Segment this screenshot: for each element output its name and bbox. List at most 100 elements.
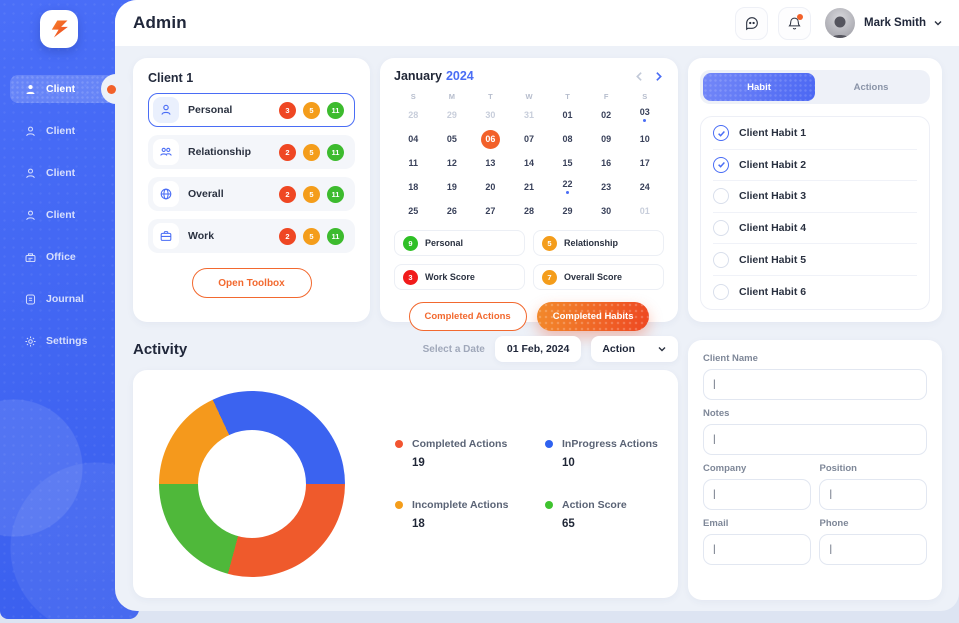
calendar-day[interactable]: 17 xyxy=(639,157,650,168)
calendar-day[interactable]: 28 xyxy=(523,205,534,216)
score-badge: 5 xyxy=(542,235,557,251)
habit-checkbox[interactable] xyxy=(713,220,729,237)
calendar-day[interactable]: 12 xyxy=(446,157,457,168)
calendar-day[interactable]: 10 xyxy=(639,133,650,144)
open-toolbox-button[interactable]: Open Toolbox xyxy=(191,268,312,298)
habit-label: Client Habit 2 xyxy=(739,158,807,171)
habit-checkbox[interactable] xyxy=(713,251,729,268)
legend-label: InProgress Actions xyxy=(562,438,658,450)
habit-list: Client Habit 1 Client Habit 2 xyxy=(700,116,930,310)
calendar-day[interactable]: 13 xyxy=(485,157,496,168)
calendar-day[interactable]: 21 xyxy=(523,181,534,192)
event-dot xyxy=(566,191,570,194)
habit-item[interactable]: Client Habit 3 xyxy=(713,181,917,213)
client-row-relationship[interactable]: Relationship 2 5 11 xyxy=(148,135,355,169)
app-logo[interactable] xyxy=(40,10,78,48)
sidebar-item-label: Client xyxy=(46,209,76,221)
calendar-day[interactable]: 04 xyxy=(408,133,419,144)
day-header: S xyxy=(410,92,416,101)
notifications-button[interactable] xyxy=(778,6,811,40)
calendar-day[interactable]: 07 xyxy=(523,133,534,144)
calendar-day[interactable]: 08 xyxy=(562,133,573,144)
calendar-day[interactable]: 16 xyxy=(601,157,612,168)
habit-checkbox[interactable] xyxy=(713,125,729,142)
user-name: Mark Smith xyxy=(864,17,926,29)
habit-item[interactable]: Client Habit 6 xyxy=(713,276,917,308)
calendar-day[interactable]: 23 xyxy=(601,181,612,192)
calendar-day[interactable]: 06 xyxy=(471,127,510,151)
habit-checkbox[interactable] xyxy=(713,156,729,173)
habit-item[interactable]: Client Habit 1 xyxy=(713,118,917,150)
red-badge: 3 xyxy=(279,101,296,119)
calendar-day[interactable]: 30 xyxy=(485,109,496,120)
calendar-day[interactable]: 28 xyxy=(408,109,419,120)
prev-month-button[interactable] xyxy=(634,71,645,82)
calendar-day[interactable]: 18 xyxy=(408,181,419,192)
calendar-day[interactable]: 30 xyxy=(601,205,612,216)
calendar-day[interactable]: 09 xyxy=(601,133,612,144)
calendar-day[interactable]: 11 xyxy=(408,157,419,168)
calendar-day[interactable]: 31 xyxy=(523,109,534,120)
user-menu-toggle[interactable] xyxy=(933,18,943,28)
sidebar-item-journal[interactable]: Journal xyxy=(0,285,139,313)
avatar[interactable] xyxy=(825,8,855,38)
calendar-day[interactable]: 29 xyxy=(562,205,573,216)
calendar-day[interactable]: 05 xyxy=(446,133,457,144)
client-row-personal[interactable]: Personal 3 5 11 xyxy=(148,93,355,127)
habit-item[interactable]: Client Habit 2 xyxy=(713,150,917,182)
form-field: Email xyxy=(703,518,811,565)
legend-item: InProgress Actions 10 xyxy=(545,438,658,469)
sidebar-item-client-3[interactable]: Client xyxy=(0,159,139,187)
calendar-grid: 28 29 30 xyxy=(394,103,664,223)
sidebar-item-client-4[interactable]: Client xyxy=(0,201,139,229)
sidebar-item-office[interactable]: Office xyxy=(0,243,139,271)
habit-checkbox[interactable] xyxy=(713,283,729,300)
calendar-day[interactable]: 29 xyxy=(446,109,457,120)
sidebar-item-client-1[interactable]: Client xyxy=(10,75,115,103)
calendar-day[interactable]: 14 xyxy=(523,157,534,168)
sidebar-item-settings[interactable]: Settings xyxy=(0,327,139,355)
habit-item[interactable]: Client Habit 4 xyxy=(713,213,917,245)
client-row-work[interactable]: Work 2 5 11 xyxy=(148,219,355,253)
calendar-day[interactable]: 01 xyxy=(562,109,573,120)
calendar-day[interactable]: 25 xyxy=(408,205,419,216)
client-row-overall[interactable]: Overall 2 5 11 xyxy=(148,177,355,211)
sidebar-item-client-2[interactable]: Client xyxy=(0,117,139,145)
calendar-day[interactable]: 24 xyxy=(639,181,650,192)
activity-header: Activity Select a Date 01 Feb, 2024 Acti… xyxy=(133,336,678,362)
field-input[interactable] xyxy=(703,534,811,565)
field-input[interactable] xyxy=(703,479,811,510)
next-month-button[interactable] xyxy=(653,71,664,82)
tab-habit[interactable]: Habit xyxy=(703,73,815,101)
habit-item[interactable]: Client Habit 5 xyxy=(713,244,917,276)
field-input[interactable] xyxy=(819,479,927,510)
field-input[interactable] xyxy=(819,534,927,565)
day-header: F xyxy=(603,92,609,101)
completed-actions-button[interactable]: Completed Actions xyxy=(408,302,527,331)
red-badge: 2 xyxy=(279,227,296,245)
legend-item: Action Score 65 xyxy=(545,499,658,530)
calendar-day[interactable]: 26 xyxy=(446,205,457,216)
calendar-day[interactable]: 22 xyxy=(548,175,587,199)
journal-icon xyxy=(25,294,36,304)
client-row-label: Personal xyxy=(188,104,233,116)
action-dropdown[interactable]: Action xyxy=(591,336,678,362)
field-input[interactable] xyxy=(703,424,927,455)
calendar-day[interactable]: 03 xyxy=(625,103,664,127)
completed-habits-button[interactable]: Completed Habits xyxy=(537,302,650,331)
day-header: T xyxy=(488,92,493,101)
tab-actions[interactable]: Actions xyxy=(853,81,889,93)
form-field: Phone xyxy=(819,518,927,565)
calendar-day[interactable]: 27 xyxy=(485,205,496,216)
field-input[interactable] xyxy=(703,369,927,400)
calendar-day[interactable]: 02 xyxy=(601,109,612,120)
date-picker[interactable]: 01 Feb, 2024 xyxy=(494,336,582,362)
calendar-day[interactable]: 01 xyxy=(639,205,650,216)
calendar-day[interactable]: 19 xyxy=(446,181,457,192)
calendar-day[interactable]: 20 xyxy=(485,181,496,192)
habit-checkbox[interactable] xyxy=(713,188,729,205)
calendar-day[interactable]: 15 xyxy=(562,157,573,168)
chat-button[interactable] xyxy=(735,6,768,40)
